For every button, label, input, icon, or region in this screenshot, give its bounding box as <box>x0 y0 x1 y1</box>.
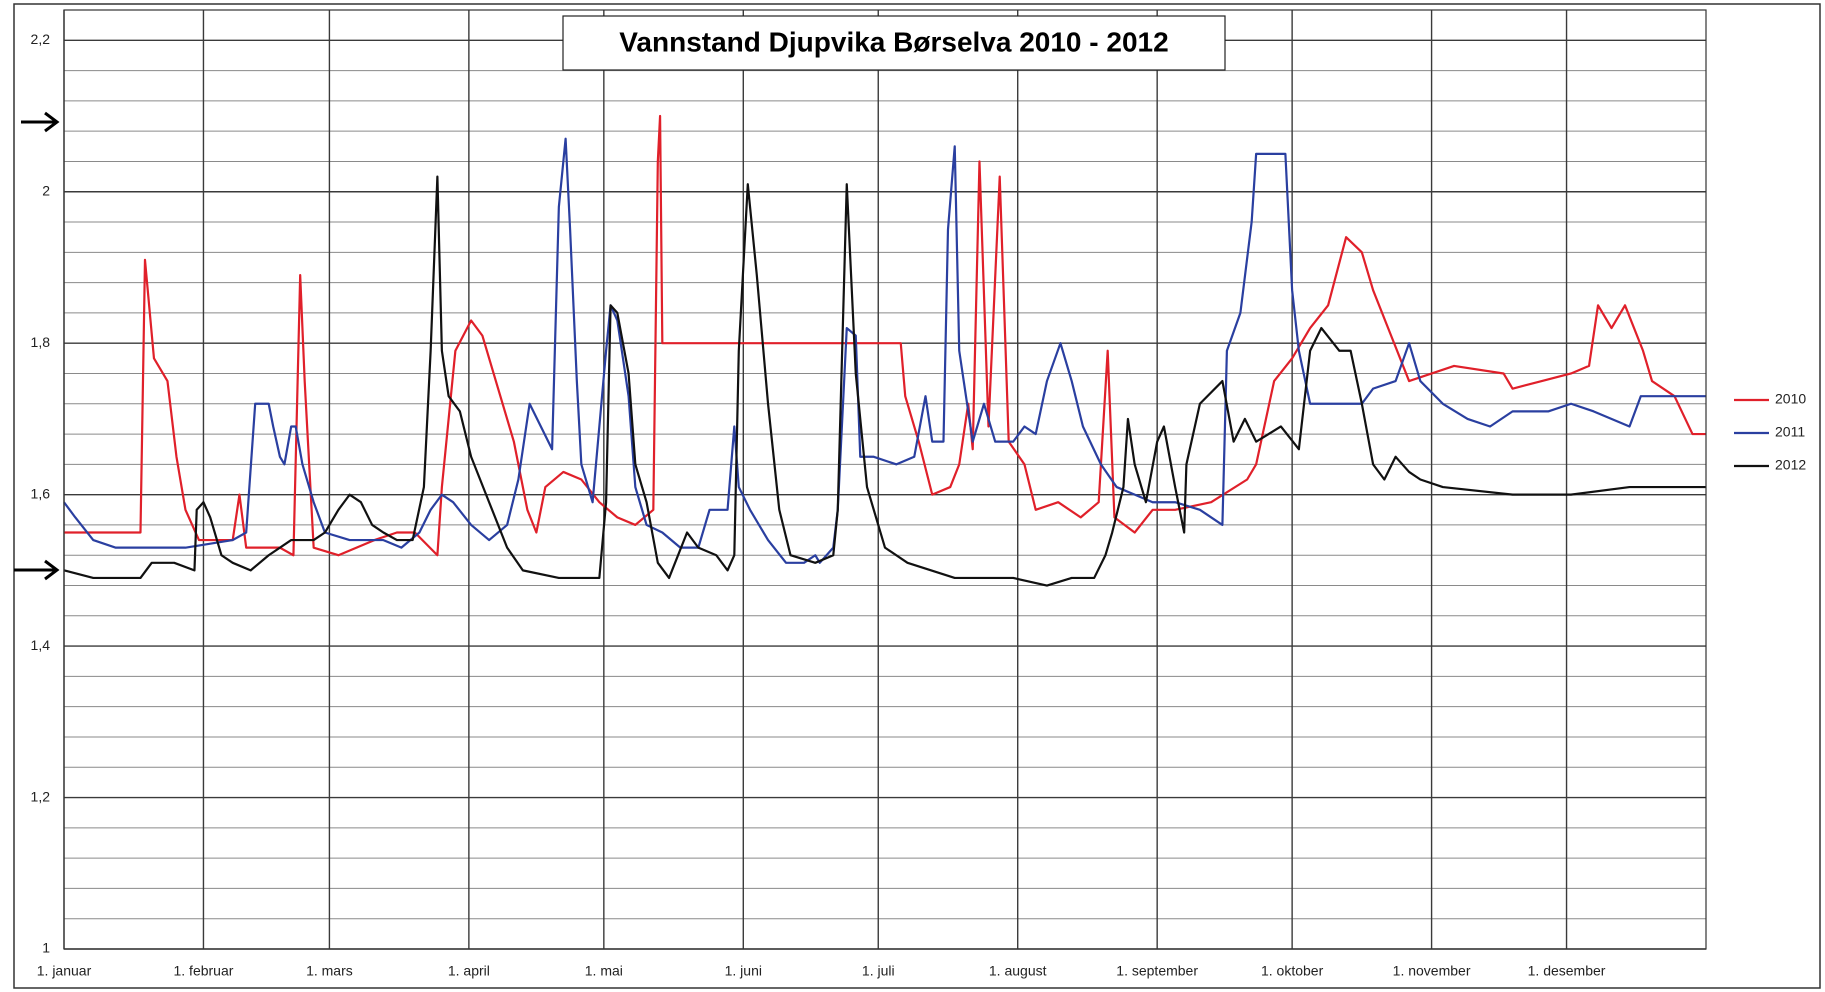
y-tick-label: 1 <box>42 940 50 956</box>
arrow <box>14 559 60 581</box>
x-tick-label: 1. februar <box>173 963 233 979</box>
y-tick-label: 2,2 <box>31 31 51 47</box>
legend: 2010 2011 2012 <box>1734 391 1806 473</box>
x-tick-label: 1. oktober <box>1261 963 1324 979</box>
x-tick-label: 1. august <box>989 963 1047 979</box>
y-tick-label: 2 <box>42 182 50 198</box>
y-tick-label: 1,4 <box>31 637 51 653</box>
x-tick-label: 1. mai <box>585 963 623 979</box>
series-line <box>63 137 1706 564</box>
title-box <box>562 15 1226 71</box>
x-tick-label: 1. april <box>448 963 490 979</box>
series-line <box>64 114 1706 557</box>
arrow <box>21 111 60 133</box>
series-line <box>63 175 1706 587</box>
x-tick-label: 1. november <box>1393 963 1471 979</box>
lines <box>63 114 1706 587</box>
plot-frame <box>63 9 1707 950</box>
x-tick-label: 1. januar <box>37 963 92 979</box>
x-tick-label: 1. juni <box>725 963 762 979</box>
x-tick-label: 1. juli <box>862 963 895 979</box>
legend-label: 2010 <box>1775 391 1806 407</box>
x-tick-label: 1. desember <box>1528 963 1606 979</box>
legend-label: 2012 <box>1775 457 1806 473</box>
chart-frame <box>13 3 1821 989</box>
y-tick-label: 1,8 <box>31 334 51 350</box>
chart-title: Vannstand Djupvika Børselva 2010 - 2012 <box>619 26 1168 57</box>
legend-label: 2011 <box>1775 424 1805 440</box>
x-tick-label: 1. september <box>1116 963 1198 979</box>
x-tick-label: 1. mars <box>306 963 353 979</box>
y-tick-label: 1,2 <box>31 788 51 804</box>
y-tick-label: 1,6 <box>31 485 51 501</box>
